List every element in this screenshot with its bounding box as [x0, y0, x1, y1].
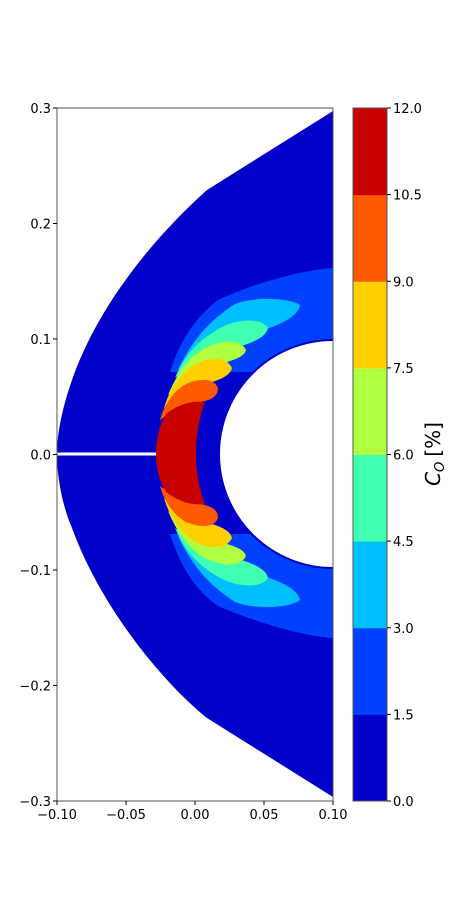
x-tick-label: 0.10: [319, 808, 348, 823]
y-tick-label: 0.3: [30, 102, 51, 117]
colorbar-segment: [353, 281, 387, 369]
colorbar-segment: [353, 108, 387, 196]
body-cylinder: [218, 339, 333, 569]
colorbar-segment: [353, 541, 387, 629]
y-tick-label: −0.3: [19, 795, 51, 810]
colorbar-tick-label: 6.0: [393, 449, 414, 464]
band-10p5-12p0-upper: [156, 401, 205, 454]
y-tick-label: 0.1: [30, 333, 51, 348]
y-tick-label: −0.1: [19, 564, 51, 579]
band-10p5-12p0-lower: [156, 454, 205, 505]
colorbar-tick-label: 10.5: [393, 189, 422, 204]
y-tick-label: 0.0: [30, 449, 51, 464]
colorbar: 12.0 10.5 9.0 7.5 6.0 4.5 3.0 1.5 0.0: [352, 102, 422, 810]
colorbar-segment: [353, 714, 387, 802]
y-axis: 0.3 0.2 0.1 0.0 −0.1 −0.2 −0.3: [19, 102, 57, 810]
colorbar-segment: [353, 454, 387, 542]
x-tick-label: −0.05: [106, 808, 146, 823]
colorbar-label-main: C: [421, 472, 445, 486]
colorbar-tick-label: 4.5: [393, 535, 414, 550]
colorbar-tick-label: 0.0: [393, 795, 414, 810]
colorbar-tick-label: 9.0: [393, 275, 414, 290]
x-tick-label: 0.05: [250, 808, 279, 823]
colorbar-label-unit: [%]: [421, 422, 445, 457]
x-axis: −0.10 −0.05 0.00 0.05 0.10: [37, 801, 347, 823]
x-tick-label: 0.00: [181, 808, 210, 823]
y-tick-label: 0.2: [30, 218, 51, 233]
colorbar-label: CO [%]: [421, 422, 448, 486]
contour-bands: [156, 268, 333, 638]
y-tick-label: −0.2: [19, 680, 51, 695]
colorbar-tick-label: 7.5: [393, 362, 414, 377]
colorbar-segment: [353, 194, 387, 282]
colorbar-segment: [353, 627, 387, 715]
colorbar-tick-label: 12.0: [393, 102, 422, 117]
colorbar-segment: [353, 367, 387, 455]
colorbar-tick-label: 3.0: [393, 622, 414, 637]
x-tick-label: −0.10: [37, 808, 77, 823]
plot-area: [57, 111, 333, 797]
colorbar-tick-label: 1.5: [393, 708, 414, 723]
colorbar-label-sub: O: [433, 462, 448, 472]
